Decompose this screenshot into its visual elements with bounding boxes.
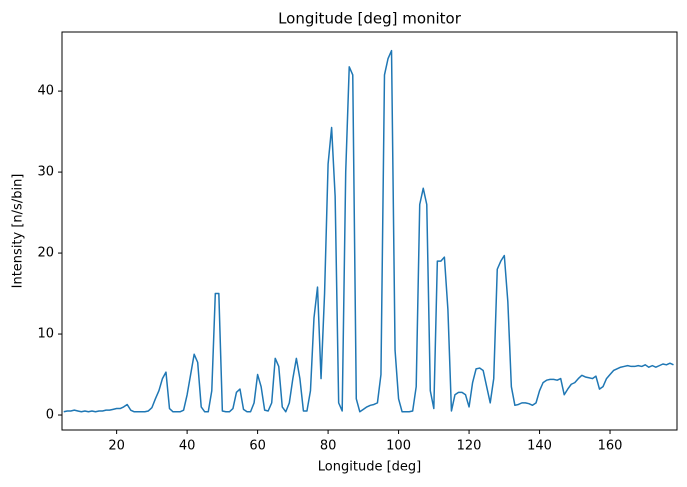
y-tick-label: 0 [46,408,54,423]
x-tick-label: 40 [179,439,196,454]
y-tick-label: 40 [37,84,54,99]
x-tick-label: 120 [457,439,482,454]
x-tick-label: 80 [320,439,337,454]
x-tick-label: 160 [598,439,623,454]
x-tick-label: 100 [386,439,411,454]
y-axis-label: Intensity [n/s/bin] [11,174,26,289]
plot-frame [61,31,678,431]
y-tick-label: 20 [37,246,54,261]
data-line [63,49,674,413]
y-tick-label: 30 [37,165,54,180]
chart-title: Longitude [deg] monitor [278,10,462,28]
x-axis-label: Longitude [deg] [318,460,421,475]
x-tick-label: 60 [249,439,266,454]
x-tick-label: 140 [527,439,552,454]
y-tick-label: 10 [37,327,54,342]
x-tick-label: 20 [108,439,125,454]
